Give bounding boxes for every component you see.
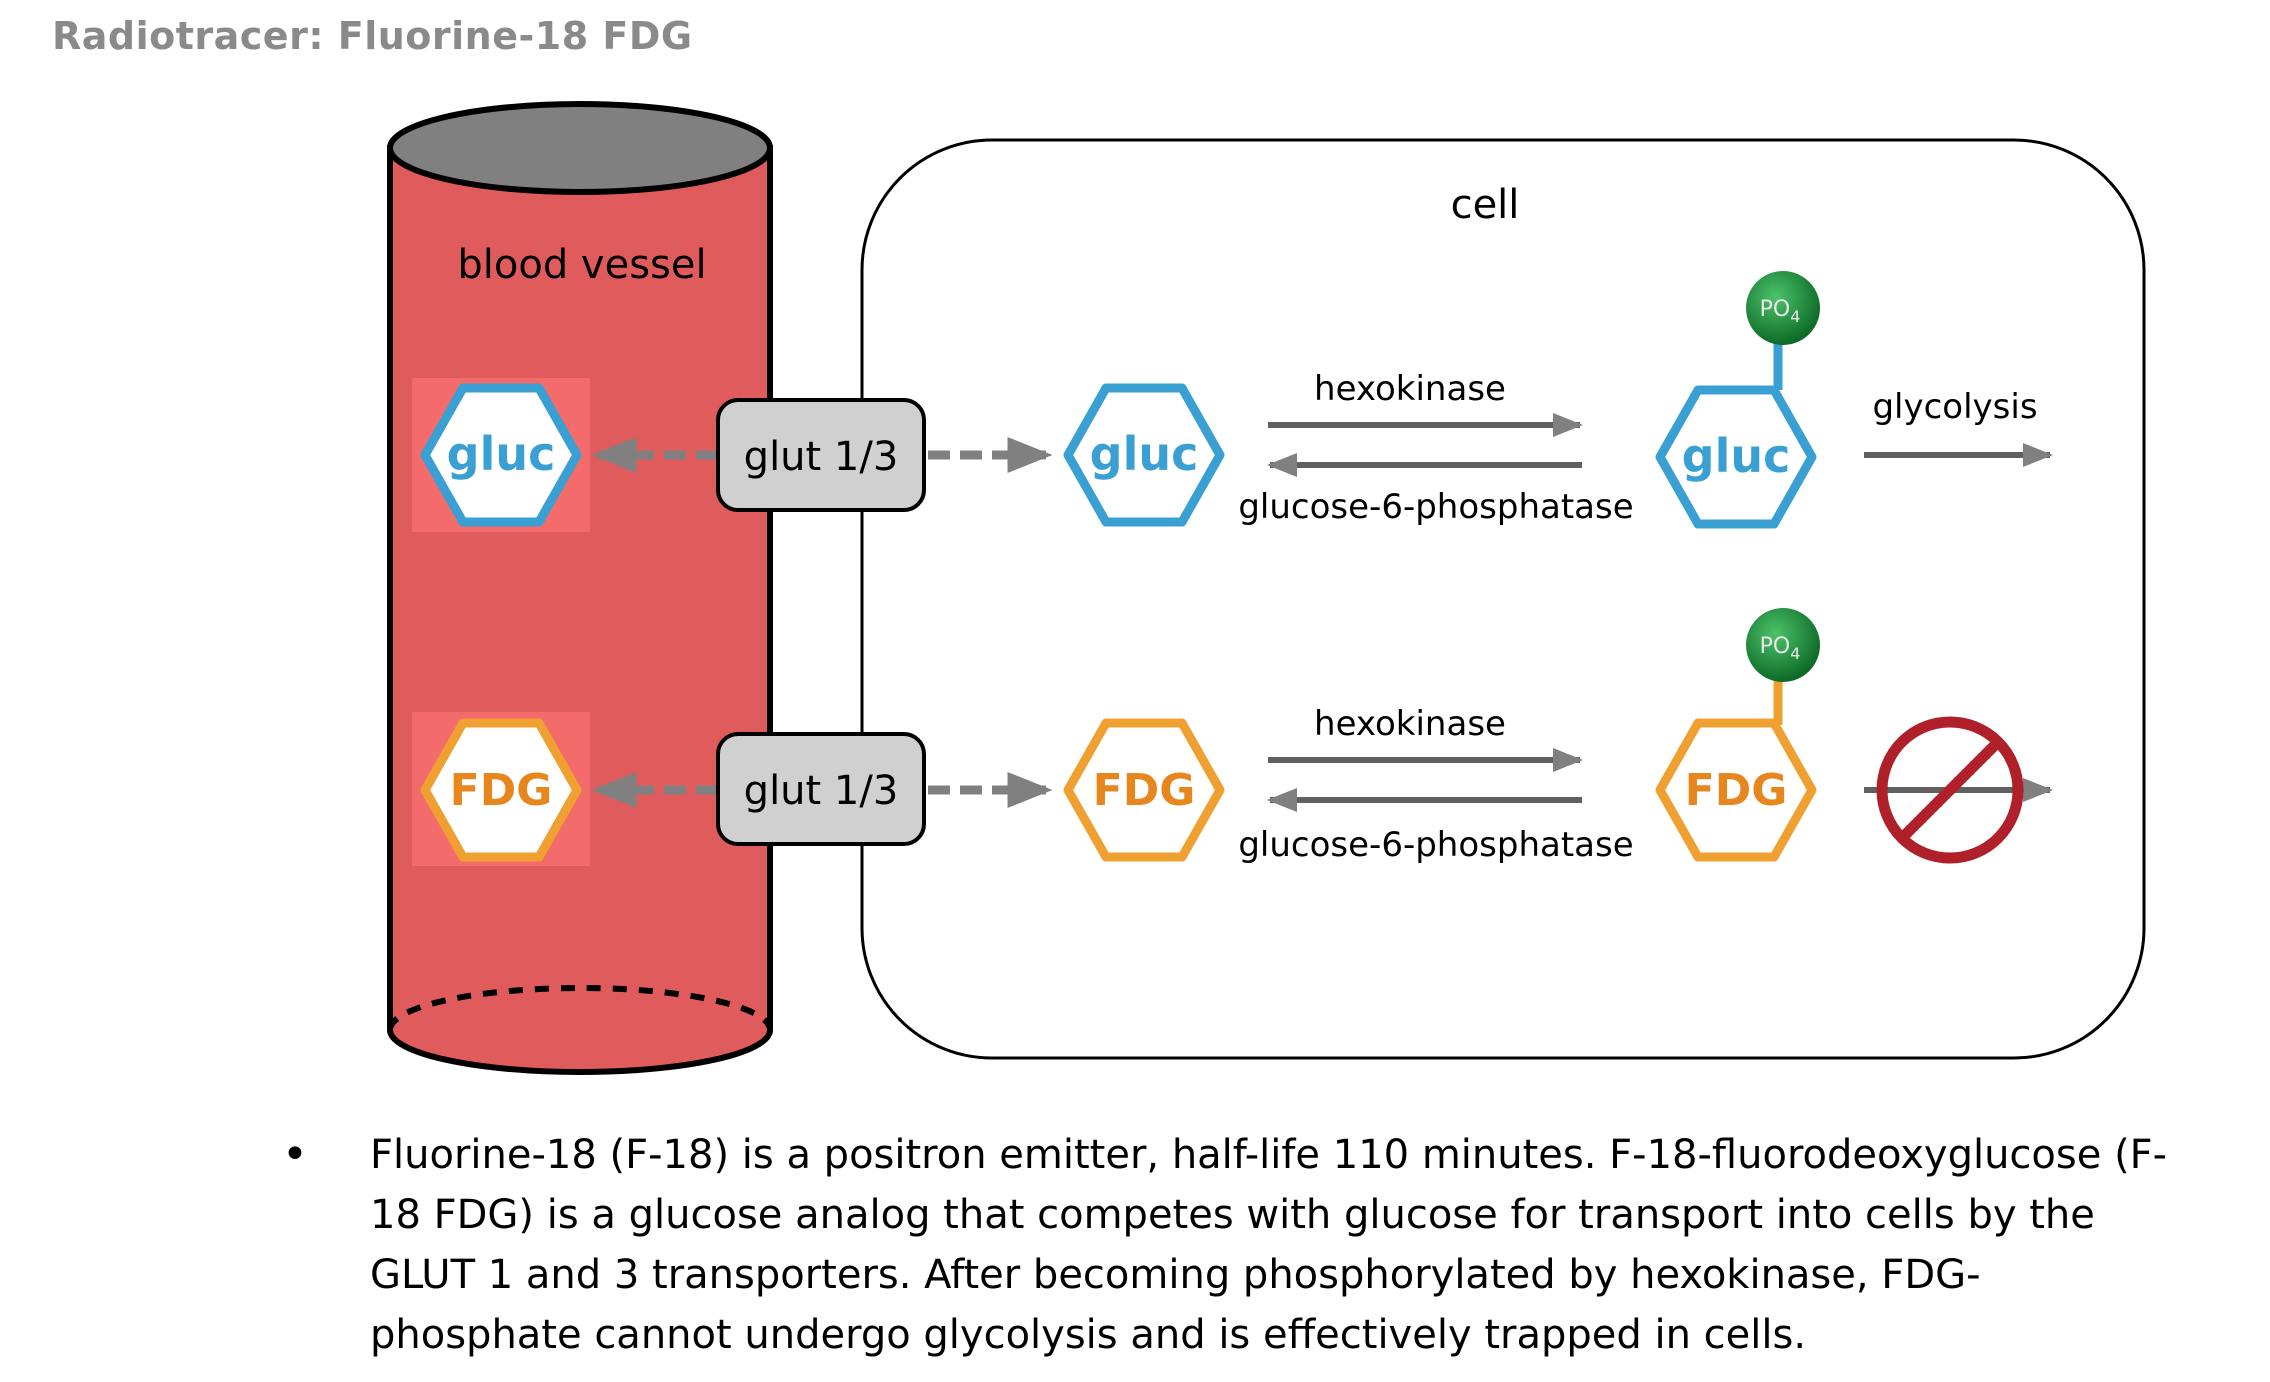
phosphate-ball-2 [1746,608,1820,682]
glut-transporter-1 [716,398,926,512]
page-title: Radiotracer: Fluorine-18 FDG [52,14,693,58]
fdg-label-vessel: FDG [450,765,553,816]
hexokinase-label-2: hexokinase [1314,704,1506,744]
glut-transporter-2 [716,732,926,846]
gluc-hexagon-vessel [420,383,582,527]
bullet-text: Fluorine-18 (F-18) is a positron emitter… [370,1132,2168,1358]
po4-label-1: PO4 [1760,297,1801,326]
description-bullet: • Fluorine-18 (F-18) is a positron emitt… [282,1125,2180,1365]
fdg-hexagon-vessel [420,718,582,862]
fdg-hexagon-cell [1063,718,1225,862]
fdg-p-label: FDG [1685,765,1788,816]
gluc-p-label: gluc [1682,429,1791,483]
po4-label-2: PO4 [1760,634,1801,663]
fdg-label-cell: FDG [1093,765,1196,816]
blood-vessel-label: blood vessel [457,242,706,288]
cell-label: cell [1451,182,1520,228]
glut-label-1: glut 1/3 [744,434,899,480]
gluc-p-hexagon [1655,385,1817,529]
hexokinase-label-1: hexokinase [1314,369,1506,409]
phosphate-ball-1 [1746,271,1820,345]
glut-label-2: glut 1/3 [744,768,899,814]
phosphatase-label-1: glucose-6-phosphatase [1238,487,1633,527]
gluc-label-cell: gluc [1090,427,1199,481]
phosphatase-label-2: glucose-6-phosphatase [1238,825,1633,865]
gluc-hexagon-cell [1063,383,1225,527]
bullet-marker: • [282,1129,308,1180]
fdg-p-hexagon [1655,718,1817,862]
glycolysis-label: glycolysis [1872,387,2037,427]
gluc-label-vessel: gluc [447,427,556,481]
no-glycolysis-icon [1864,716,2053,864]
cell-membrane [860,138,2146,1060]
